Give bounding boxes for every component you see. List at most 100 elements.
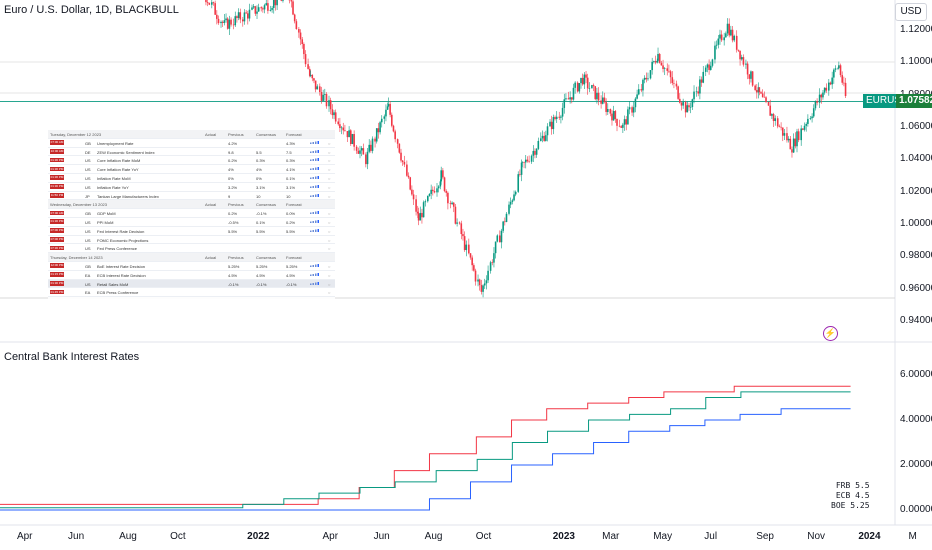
candle-body xyxy=(606,108,609,112)
calendar-event-row[interactable]: 07:00 PM US FOMC Economic Projections ○ xyxy=(48,236,335,245)
candle-body xyxy=(767,102,770,106)
alert-bell-icon[interactable]: ○ xyxy=(328,158,331,164)
candle-body xyxy=(248,9,251,19)
calendar-event-row[interactable]: 07:00 AM GB GDP MoM 0.2% -0.1% 0.0% ○ xyxy=(48,209,335,218)
candle-body xyxy=(776,118,779,127)
calendar-event-row[interactable]: 01:30 PM US Core Inflation Rate YoY 4% 4% 4.1… xyxy=(48,165,335,174)
candle-body xyxy=(834,68,837,70)
event-country: US xyxy=(85,175,91,181)
alert-bell-icon[interactable]: ○ xyxy=(328,237,331,243)
candle-body xyxy=(592,85,595,87)
candle-body xyxy=(750,71,752,79)
candle-body xyxy=(432,189,434,192)
candle-body xyxy=(822,92,824,98)
candle-body xyxy=(550,121,553,130)
candle-body xyxy=(456,222,458,224)
candle-body xyxy=(578,83,581,92)
candle-body xyxy=(353,134,355,147)
candle-body xyxy=(308,68,311,76)
candle-body xyxy=(786,133,788,141)
candles xyxy=(205,0,847,298)
alert-bell-icon[interactable]: ○ xyxy=(328,228,331,234)
event-forecast: 7.5 xyxy=(286,149,292,155)
candle-body xyxy=(818,94,821,103)
event-forecast: 5.25% xyxy=(286,263,298,269)
candle-body xyxy=(567,98,570,100)
candle-body xyxy=(355,146,358,151)
candle-body xyxy=(586,77,589,89)
alert-bell-icon[interactable]: ○ xyxy=(328,272,331,278)
candle-body xyxy=(693,91,695,100)
candle-body xyxy=(313,78,315,81)
candle-body xyxy=(437,186,440,189)
candle-body xyxy=(739,50,741,60)
calendar-event-row[interactable]: 01:30 PM US Retail Sales MoM -0.1% -0.1% -0.1… xyxy=(48,279,335,289)
calendar-event-row[interactable]: 07:00 PM US Fed Interest Rate Decision 5.5%… xyxy=(48,227,335,236)
candle-body xyxy=(748,74,751,79)
candle-body xyxy=(406,164,408,176)
calendar-event-row[interactable]: 01:30 PM US Core Inflation Rate MoM 0.2% 0.3… xyxy=(48,156,335,166)
alert-bell-icon[interactable]: ○ xyxy=(328,290,331,296)
alert-bell-icon[interactable]: ○ xyxy=(328,211,331,217)
candle-body xyxy=(711,59,714,66)
alert-bell-icon[interactable]: ○ xyxy=(328,140,331,146)
candle-body xyxy=(668,70,670,72)
candle-body xyxy=(844,82,847,97)
candle-body xyxy=(478,279,481,286)
candle-body xyxy=(524,159,527,163)
candle-body xyxy=(368,144,370,152)
candle-body xyxy=(653,61,655,62)
calendar-event-row[interactable]: 01:30 PM US Inflation Rate YoY 3.2% 3.1% 3.1%… xyxy=(48,183,335,192)
candle-body xyxy=(267,3,269,11)
candle-body xyxy=(307,64,309,69)
col-previous-header: Previous xyxy=(228,202,244,208)
candle-body xyxy=(523,162,525,163)
lightning-icon[interactable]: ⚡ xyxy=(823,326,838,341)
candle-body xyxy=(265,3,268,6)
candle-body xyxy=(216,14,218,19)
candle-body xyxy=(673,83,675,84)
candle-body xyxy=(251,7,253,10)
calendar-event-row[interactable]: 01:15 PM EA ECB Interest Rate Decision 4.5%… xyxy=(48,271,335,280)
event-time-badge: 11:50 PM xyxy=(50,193,64,198)
calendar-event-row[interactable]: 01:30 PM US Inflation Rate MoM 0% 0% 0.1% ○ xyxy=(48,174,335,183)
candle-body xyxy=(447,192,449,204)
candle-body xyxy=(725,33,727,38)
calendar-event-row[interactable]: 01:30 PM US PPI MoM -0.5% 0.1% 0.2% ○ xyxy=(48,218,335,227)
event-forecast: 0.0% xyxy=(286,211,296,217)
calendar-event-row[interactable]: 07:00 AM GB Unemployment Rate 4.2% 4.3% ○ xyxy=(48,139,335,148)
candle-body xyxy=(463,236,466,251)
candle-body xyxy=(502,221,504,231)
alert-bell-icon[interactable]: ○ xyxy=(328,263,331,269)
event-time-badge: 01:30 PM xyxy=(50,166,64,172)
sparkline-icon xyxy=(310,158,320,162)
alert-bell-icon[interactable]: ○ xyxy=(328,219,331,225)
calendar-event-row[interactable]: 01:45 PM EA ECB Press Conference ○ xyxy=(48,288,335,298)
candle-body xyxy=(262,8,264,10)
alert-bell-icon[interactable]: ○ xyxy=(328,175,331,181)
event-forecast: 4.5% xyxy=(286,272,296,278)
candle-body xyxy=(427,195,429,202)
legend-ecb: ECB 4.5 xyxy=(835,491,870,500)
candle-body xyxy=(627,109,629,125)
candle-body xyxy=(837,68,839,69)
candle-body xyxy=(319,86,321,93)
calendar-event-row[interactable]: 11:50 PM JP Tankan Large Manufacturers Ind… xyxy=(48,192,335,201)
calendar-event-row[interactable]: 07:30 PM US Fed Press Conference ○ xyxy=(48,244,335,254)
event-name: Inflation Rate MoM xyxy=(97,175,131,181)
candle-body xyxy=(723,37,725,41)
col-forecast-header: Forecast xyxy=(286,255,302,261)
candle-body xyxy=(220,21,222,24)
alert-bell-icon[interactable]: ○ xyxy=(328,149,331,155)
alert-bell-icon[interactable]: ○ xyxy=(328,167,331,173)
candle-body xyxy=(697,91,700,94)
calendar-event-row[interactable]: 12:00 PM GB BoE Interest Rate Decision 5.25… xyxy=(48,262,335,271)
alert-bell-icon[interactable]: ○ xyxy=(328,193,331,199)
alert-bell-icon[interactable]: ○ xyxy=(328,281,331,287)
currency-button[interactable]: USD xyxy=(895,3,927,21)
alert-bell-icon[interactable]: ○ xyxy=(328,184,331,190)
candle-body xyxy=(570,97,573,100)
candle-body xyxy=(344,130,346,132)
calendar-event-row[interactable]: 10:00 AM DE ZEW Economic Sentiment Index 9.… xyxy=(48,148,335,157)
alert-bell-icon[interactable]: ○ xyxy=(328,246,331,252)
